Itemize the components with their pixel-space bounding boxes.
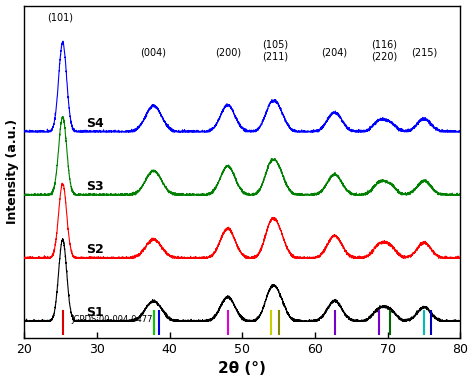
Text: (204): (204) <box>321 48 348 58</box>
Text: (215): (215) <box>411 48 437 58</box>
Text: S2: S2 <box>86 243 104 256</box>
Text: (004): (004) <box>141 48 166 58</box>
Text: S4: S4 <box>86 117 104 129</box>
Text: S1: S1 <box>86 306 104 319</box>
Text: JCPDS:00-004-0477: JCPDS:00-004-0477 <box>72 315 153 324</box>
Text: (105)
(211): (105) (211) <box>262 40 288 61</box>
X-axis label: 2θ (°): 2θ (°) <box>219 361 266 376</box>
Text: (200): (200) <box>215 48 241 58</box>
Text: S3: S3 <box>86 180 103 193</box>
Text: (101): (101) <box>47 12 73 22</box>
Y-axis label: Intensity (a.u.): Intensity (a.u.) <box>6 119 18 224</box>
Text: (116)
(220): (116) (220) <box>371 40 397 61</box>
